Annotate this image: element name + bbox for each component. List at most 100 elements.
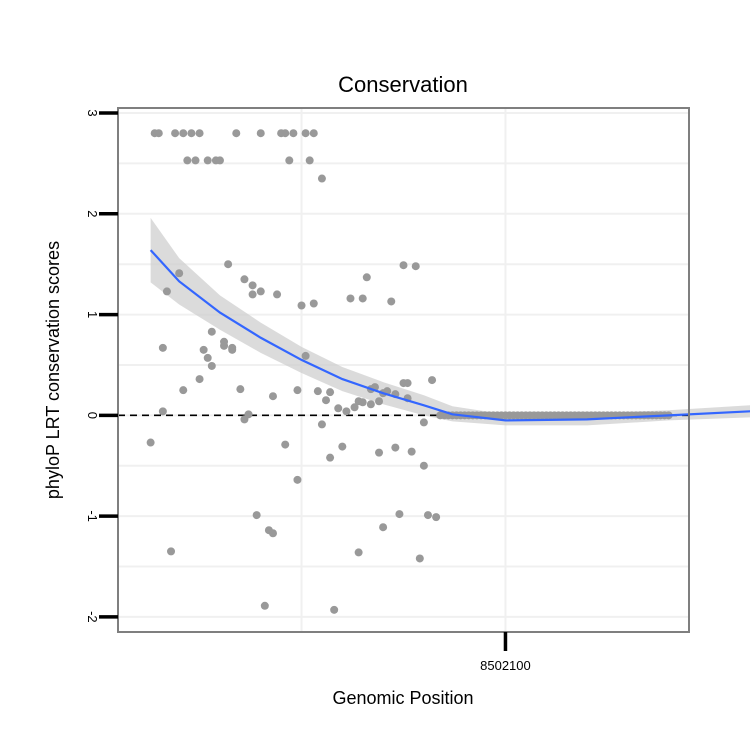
data-point	[375, 397, 384, 406]
panel-border	[117, 107, 690, 633]
data-point	[309, 299, 318, 308]
data-point	[154, 129, 163, 138]
x-axis-title: Genomic Position	[332, 688, 473, 708]
data-point	[293, 386, 302, 395]
data-point	[317, 420, 326, 429]
data-point	[207, 361, 216, 370]
y-axis: 3 2 1 0 -1 -2	[85, 109, 118, 623]
data-point	[411, 262, 420, 271]
data-point	[297, 301, 306, 310]
data-point	[195, 129, 204, 138]
data-point	[203, 353, 212, 362]
panel-background	[118, 108, 689, 632]
x-tick-label: 8502100	[480, 658, 531, 673]
data-point	[395, 510, 404, 519]
data-point	[146, 438, 155, 447]
x-axis: 85021008502000	[480, 632, 531, 673]
data-point	[375, 448, 384, 457]
data-point	[232, 129, 241, 138]
data-point	[415, 554, 424, 563]
data-point	[362, 273, 371, 282]
data-point	[317, 174, 326, 183]
data-point	[220, 337, 229, 346]
data-point	[207, 327, 216, 336]
data-point	[195, 375, 204, 384]
data-point	[387, 297, 396, 306]
y-tick-label: 0	[85, 412, 100, 419]
data-point	[407, 447, 416, 456]
data-point	[330, 605, 339, 614]
plot-panel	[117, 107, 750, 633]
data-point	[248, 281, 257, 290]
data-point	[366, 400, 375, 409]
data-point	[179, 386, 188, 395]
data-point	[399, 261, 408, 270]
data-point	[167, 547, 176, 556]
data-point	[228, 345, 237, 354]
data-point	[289, 129, 298, 138]
data-point	[244, 410, 253, 419]
data-point	[281, 129, 290, 138]
data-point	[358, 398, 367, 407]
data-point	[301, 351, 310, 360]
data-point	[187, 129, 196, 138]
data-point	[175, 269, 184, 278]
data-point	[236, 385, 245, 394]
data-point	[268, 392, 277, 401]
data-point	[179, 129, 188, 138]
data-point	[313, 387, 322, 396]
data-point	[350, 403, 359, 412]
data-point	[334, 404, 343, 413]
data-point	[268, 529, 277, 538]
y-tick-label: 1	[85, 311, 100, 318]
data-point	[293, 475, 302, 484]
data-point	[224, 260, 233, 269]
data-point	[326, 388, 335, 397]
data-point	[158, 343, 167, 352]
data-point	[403, 379, 412, 388]
data-point	[305, 156, 314, 165]
data-point	[215, 156, 224, 165]
data-point	[260, 601, 269, 610]
y-tick-label: 2	[85, 210, 100, 217]
data-point	[252, 511, 261, 520]
data-point	[171, 129, 180, 138]
data-point	[240, 275, 249, 284]
data-point	[423, 511, 432, 520]
gridlines	[118, 108, 689, 632]
data-point	[273, 290, 282, 299]
data-points	[146, 129, 673, 614]
chart-title: Conservation	[338, 72, 468, 97]
smooth-fit-line	[149, 249, 750, 422]
data-point	[191, 156, 200, 165]
y-tick-label: 3	[85, 109, 100, 116]
data-point	[358, 294, 367, 303]
data-point	[428, 376, 437, 385]
data-point	[301, 129, 310, 138]
data-point	[285, 156, 294, 165]
data-point	[281, 440, 290, 449]
data-point	[256, 287, 265, 296]
y-tick-label: -1	[85, 510, 100, 522]
y-axis-title: phyloP LRT conservation scores	[43, 241, 63, 499]
data-point	[354, 548, 363, 557]
data-point	[346, 294, 355, 303]
data-point	[338, 442, 347, 451]
data-point	[326, 453, 335, 462]
data-point	[432, 513, 441, 522]
data-point	[419, 461, 428, 470]
data-point	[419, 418, 428, 427]
data-point	[248, 290, 257, 299]
y-tick-label: -2	[85, 611, 100, 623]
data-point	[162, 287, 171, 296]
data-point	[342, 407, 351, 416]
data-point	[203, 156, 212, 165]
data-point	[322, 396, 331, 405]
data-point	[256, 129, 265, 138]
data-point	[309, 129, 318, 138]
data-point	[183, 156, 192, 165]
data-point	[199, 345, 208, 354]
data-point	[379, 523, 388, 532]
data-point	[158, 407, 167, 416]
